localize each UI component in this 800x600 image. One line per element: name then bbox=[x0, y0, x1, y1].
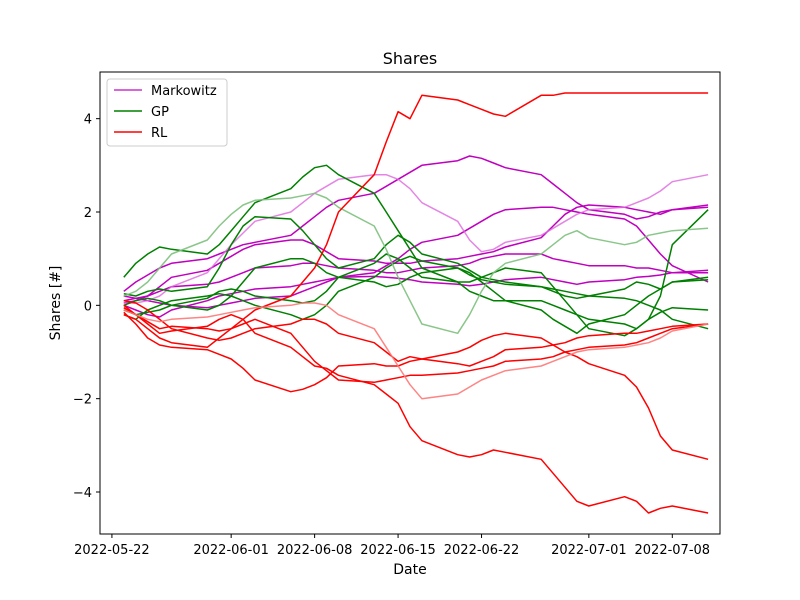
x-tick-label: 2022-06-08 bbox=[277, 543, 353, 558]
x-tick-label: 2022-06-15 bbox=[360, 543, 436, 558]
legend: Markowitz GP RL bbox=[106, 78, 228, 147]
y-tick-label: 2 bbox=[84, 206, 92, 221]
series-line-gp-8 bbox=[123, 255, 709, 330]
y-tick-label: −2 bbox=[73, 393, 92, 408]
axes-background bbox=[100, 72, 720, 534]
y-tick-label: 0 bbox=[84, 299, 92, 314]
x-tick-label: 2022-06-22 bbox=[444, 543, 520, 558]
series-line-gp-6 bbox=[123, 164, 709, 330]
series-line-markowitz-0 bbox=[123, 155, 709, 292]
legend-label-rl: RL bbox=[151, 126, 168, 141]
series-line-markowitz-3 bbox=[123, 269, 709, 318]
series-line-rl-13 bbox=[123, 311, 709, 393]
chart-title: Shares bbox=[383, 49, 438, 68]
legend-box bbox=[106, 78, 228, 147]
series-line-rl-14 bbox=[123, 307, 709, 514]
series-line-gp-9 bbox=[123, 257, 709, 335]
y-axis-label: Shares [#] bbox=[48, 266, 64, 341]
series-line-markowitz-5 bbox=[123, 173, 709, 304]
series-layer bbox=[123, 92, 709, 514]
x-axis: 2022-05-22 2022-06-01 2022-06-08 2022-06-15… bbox=[74, 534, 710, 558]
y-axis: −4 −2 0 2 4 bbox=[73, 113, 100, 501]
series-line-gp-11 bbox=[123, 192, 709, 335]
y-tick-label: 4 bbox=[84, 113, 92, 128]
legend-label-gp: GP bbox=[151, 105, 169, 120]
axes-frame bbox=[99, 71, 721, 535]
x-tick-label: 2022-07-08 bbox=[635, 543, 711, 558]
series-line-gp-7 bbox=[123, 215, 709, 300]
x-axis-label: Date bbox=[393, 562, 426, 578]
series-line-rl-17 bbox=[123, 302, 709, 400]
series-line-rl-16 bbox=[123, 299, 709, 461]
legend-label-markowitz: Markowitz bbox=[151, 84, 217, 99]
x-tick-label: 2022-06-01 bbox=[193, 543, 269, 558]
x-tick-label: 2022-07-01 bbox=[551, 543, 627, 558]
x-tick-label: 2022-05-22 bbox=[74, 543, 150, 558]
y-tick-label: −4 bbox=[73, 486, 92, 501]
plot-area bbox=[99, 71, 721, 535]
series-line-gp-10 bbox=[123, 253, 709, 337]
series-line-markowitz-2 bbox=[123, 253, 709, 304]
